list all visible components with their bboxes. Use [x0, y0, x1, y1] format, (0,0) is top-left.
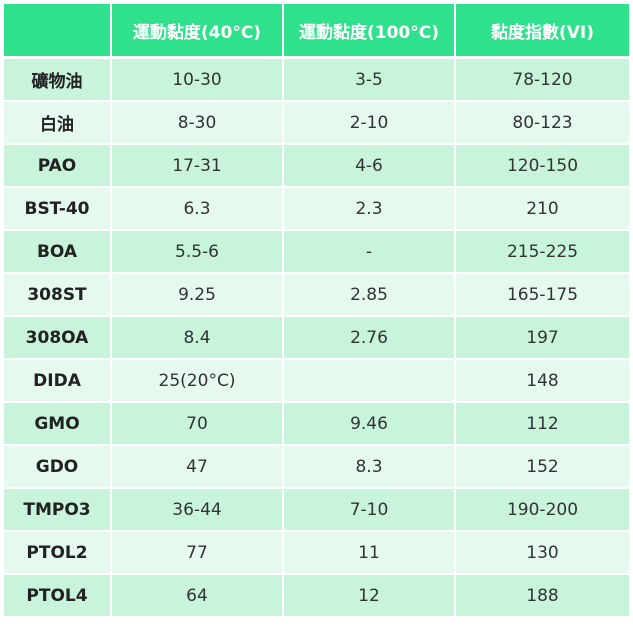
- vi-cell: 152: [456, 446, 629, 489]
- kv100-cell: [284, 360, 456, 403]
- row-label: GDO: [4, 446, 112, 489]
- viscosity-table-container: 運動黏度(40°C) 運動黏度(100°C) 黏度指數(VI) 礦物油 10-3…: [4, 4, 629, 618]
- table-row: PAO 17-31 4-6 120-150: [4, 145, 629, 188]
- table-row: GMO 70 9.46 112: [4, 403, 629, 446]
- table-row: BST-40 6.3 2.3 210: [4, 188, 629, 231]
- vi-cell: 190-200: [456, 489, 629, 532]
- kv100-cell: 7-10: [284, 489, 456, 532]
- header-cell-kv100: 運動黏度(100°C): [284, 4, 456, 59]
- row-label: PAO: [4, 145, 112, 188]
- kv100-cell: 3-5: [284, 59, 456, 102]
- kv100-cell: 11: [284, 532, 456, 575]
- row-label: 308ST: [4, 274, 112, 317]
- vi-cell: 188: [456, 575, 629, 618]
- vi-cell: 80-123: [456, 102, 629, 145]
- kv100-cell: 4-6: [284, 145, 456, 188]
- row-label: PTOL4: [4, 575, 112, 618]
- viscosity-table: 運動黏度(40°C) 運動黏度(100°C) 黏度指數(VI) 礦物油 10-3…: [4, 4, 629, 618]
- header-cell-blank: [4, 4, 112, 59]
- kv40-cell: 47: [112, 446, 284, 489]
- kv100-cell: 2.76: [284, 317, 456, 360]
- kv40-cell: 17-31: [112, 145, 284, 188]
- kv40-cell: 36-44: [112, 489, 284, 532]
- row-label: 308OA: [4, 317, 112, 360]
- table-row: GDO 47 8.3 152: [4, 446, 629, 489]
- kv40-cell: 8.4: [112, 317, 284, 360]
- table-row: PTOL4 64 12 188: [4, 575, 629, 618]
- vi-cell: 215-225: [456, 231, 629, 274]
- row-label: GMO: [4, 403, 112, 446]
- table-row: TMPO3 36-44 7-10 190-200: [4, 489, 629, 532]
- kv100-cell: 2.3: [284, 188, 456, 231]
- vi-cell: 165-175: [456, 274, 629, 317]
- row-label: TMPO3: [4, 489, 112, 532]
- vi-cell: 197: [456, 317, 629, 360]
- row-label: BOA: [4, 231, 112, 274]
- table-row: BOA 5.5-6 - 215-225: [4, 231, 629, 274]
- table-row: PTOL2 77 11 130: [4, 532, 629, 575]
- vi-cell: 78-120: [456, 59, 629, 102]
- row-label: DIDA: [4, 360, 112, 403]
- kv100-cell: 2-10: [284, 102, 456, 145]
- kv40-cell: 70: [112, 403, 284, 446]
- kv40-cell: 8-30: [112, 102, 284, 145]
- kv40-cell: 6.3: [112, 188, 284, 231]
- kv40-cell: 25(20°C): [112, 360, 284, 403]
- kv40-cell: 9.25: [112, 274, 284, 317]
- kv40-cell: 64: [112, 575, 284, 618]
- header-cell-vi: 黏度指數(VI): [456, 4, 629, 59]
- table-row: 308ST 9.25 2.85 165-175: [4, 274, 629, 317]
- kv100-cell: 2.85: [284, 274, 456, 317]
- kv100-cell: 8.3: [284, 446, 456, 489]
- row-label: 白油: [4, 102, 112, 145]
- vi-cell: 112: [456, 403, 629, 446]
- table-row: 308OA 8.4 2.76 197: [4, 317, 629, 360]
- row-label: PTOL2: [4, 532, 112, 575]
- kv100-cell: 9.46: [284, 403, 456, 446]
- table-header-row: 運動黏度(40°C) 運動黏度(100°C) 黏度指數(VI): [4, 4, 629, 59]
- table-row: 白油 8-30 2-10 80-123: [4, 102, 629, 145]
- vi-cell: 210: [456, 188, 629, 231]
- header-cell-kv40: 運動黏度(40°C): [112, 4, 284, 59]
- kv40-cell: 10-30: [112, 59, 284, 102]
- row-label: 礦物油: [4, 59, 112, 102]
- kv40-cell: 5.5-6: [112, 231, 284, 274]
- kv100-cell: 12: [284, 575, 456, 618]
- table-row: 礦物油 10-30 3-5 78-120: [4, 59, 629, 102]
- kv40-cell: 77: [112, 532, 284, 575]
- vi-cell: 130: [456, 532, 629, 575]
- vi-cell: 120-150: [456, 145, 629, 188]
- vi-cell: 148: [456, 360, 629, 403]
- kv100-cell: -: [284, 231, 456, 274]
- table-row: DIDA 25(20°C) 148: [4, 360, 629, 403]
- row-label: BST-40: [4, 188, 112, 231]
